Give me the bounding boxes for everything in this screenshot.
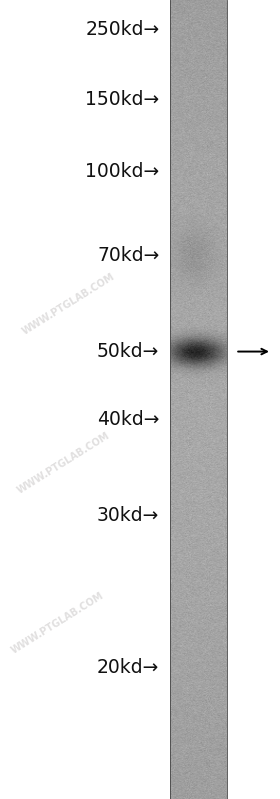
Text: 20kd→: 20kd→	[97, 658, 159, 677]
Text: WWW.PTGLAB.COM: WWW.PTGLAB.COM	[10, 590, 106, 656]
Text: 150kd→: 150kd→	[85, 90, 159, 109]
Text: 250kd→: 250kd→	[85, 20, 159, 39]
Text: WWW.PTGLAB.COM: WWW.PTGLAB.COM	[20, 271, 117, 336]
Text: 100kd→: 100kd→	[85, 162, 159, 181]
Text: 30kd→: 30kd→	[97, 506, 159, 525]
Text: 50kd→: 50kd→	[97, 342, 159, 361]
Text: 40kd→: 40kd→	[97, 410, 159, 429]
Text: WWW.PTGLAB.COM: WWW.PTGLAB.COM	[15, 431, 111, 496]
Text: 70kd→: 70kd→	[97, 246, 159, 265]
